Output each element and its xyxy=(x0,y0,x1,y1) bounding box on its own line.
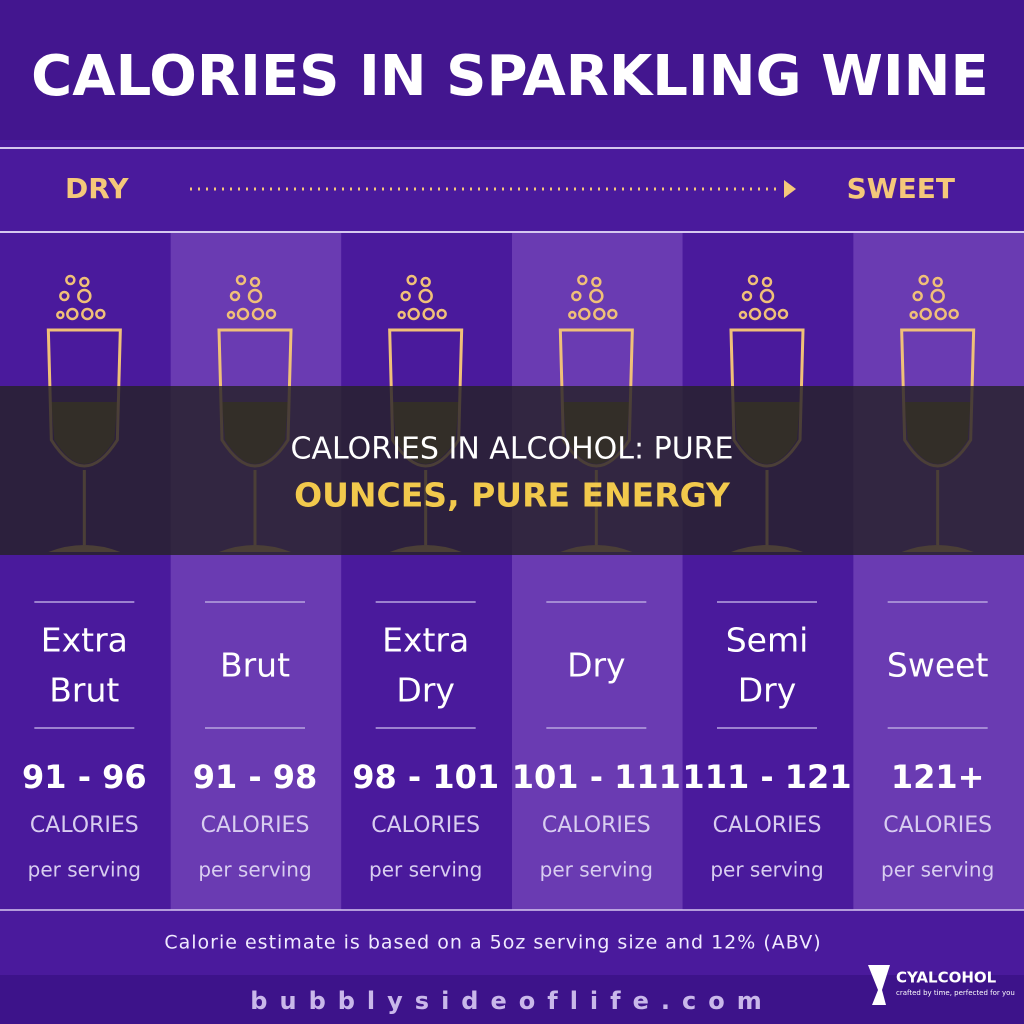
calorie-range: 101 - 111 xyxy=(512,758,681,796)
column xyxy=(682,233,854,910)
calorie-range: 121+ xyxy=(891,758,985,796)
calorie-range: 91 - 98 xyxy=(193,758,318,796)
wine-name: Extra xyxy=(382,621,469,660)
per-serving: per serving xyxy=(369,858,482,882)
bubble xyxy=(79,276,90,288)
bubble xyxy=(738,310,748,320)
bubble xyxy=(400,290,411,302)
footnote-band xyxy=(0,910,1024,975)
bubble xyxy=(265,308,277,320)
bubble xyxy=(777,308,789,320)
bubble xyxy=(759,288,775,304)
bubble xyxy=(406,274,417,286)
bubble xyxy=(235,274,247,286)
column xyxy=(0,233,171,910)
bubble xyxy=(912,290,923,302)
bubble xyxy=(422,307,435,321)
calorie-range: 111 - 121 xyxy=(682,758,851,796)
bubble xyxy=(593,307,606,321)
bubble xyxy=(95,308,106,320)
bubble xyxy=(591,276,602,288)
calorie-unit: CALORIES xyxy=(371,813,480,838)
bubble xyxy=(578,307,591,321)
footnote: Calorie estimate is based on a 5oz servi… xyxy=(164,932,821,954)
bubble xyxy=(763,307,777,321)
logo-icon xyxy=(868,965,890,1005)
calorie-range: 91 - 96 xyxy=(22,758,147,796)
wine-name: Extra xyxy=(41,621,128,660)
wine-name: Brut xyxy=(220,646,290,685)
bubble xyxy=(589,288,604,304)
scale-start: DRY xyxy=(65,172,129,205)
bubble xyxy=(66,307,79,321)
calorie-unit: CALORIES xyxy=(713,813,822,838)
bubble xyxy=(571,290,582,302)
column xyxy=(853,233,1024,910)
overlay-line2: OUNCES, PURE ENERGY xyxy=(294,476,731,515)
bubble xyxy=(77,288,92,304)
column xyxy=(512,233,683,910)
bubble xyxy=(932,276,943,288)
per-serving: per serving xyxy=(710,858,823,882)
per-serving: per serving xyxy=(198,858,311,882)
logo-name: CYALCOHOL xyxy=(896,969,997,987)
bubble xyxy=(577,274,588,286)
scale-end: SWEET xyxy=(847,172,955,205)
per-serving: per serving xyxy=(28,858,141,882)
bubble xyxy=(247,288,263,304)
bubble xyxy=(56,310,65,320)
title-band xyxy=(0,0,1024,140)
wine-name: Brut xyxy=(49,671,119,710)
per-serving: per serving xyxy=(540,858,653,882)
column xyxy=(341,233,512,910)
logo-tagline: crafted by time, perfected for you xyxy=(896,989,1015,997)
bubble xyxy=(607,308,618,320)
bubble xyxy=(948,308,959,320)
overlay-band xyxy=(0,386,1024,555)
bubble xyxy=(59,290,70,302)
wine-name: Sweet xyxy=(887,646,989,685)
bubble xyxy=(747,274,759,286)
column xyxy=(170,233,342,910)
calorie-range: 98 - 101 xyxy=(352,758,499,796)
bubble xyxy=(249,276,261,288)
calorie-unit: CALORIES xyxy=(542,813,651,838)
bubble xyxy=(418,288,433,304)
bubble xyxy=(397,310,406,320)
website: bubblysideoflife.com xyxy=(250,987,773,1015)
columns: Extra Brut 91 - 96 CALORIES per serving Brut 9… xyxy=(0,233,1024,910)
per-serving: per serving xyxy=(881,858,994,882)
bubble xyxy=(251,307,265,321)
bubble xyxy=(226,310,236,320)
wine-name: Dry xyxy=(567,646,626,685)
wine-name: Dry xyxy=(396,671,455,710)
bubble xyxy=(748,307,762,321)
bubble xyxy=(229,290,241,302)
arrow-head xyxy=(784,180,796,198)
bubble xyxy=(81,307,94,321)
bubble xyxy=(65,274,76,286)
bubble xyxy=(761,276,773,288)
bubble xyxy=(909,310,918,320)
overlay-line1: CALORIES IN ALCOHOL: PURE xyxy=(291,432,734,467)
bubble xyxy=(934,307,947,321)
bubble xyxy=(436,308,447,320)
bubble xyxy=(919,307,932,321)
footer-band xyxy=(0,975,1024,1024)
bubble xyxy=(236,307,250,321)
wine-name: Dry xyxy=(738,671,797,710)
title: CALORIES IN SPARKLING WINE xyxy=(31,44,989,109)
bubble xyxy=(407,307,420,321)
bubble xyxy=(420,276,431,288)
bubble xyxy=(741,290,753,302)
bubble xyxy=(568,310,577,320)
wine-name: Semi xyxy=(726,621,809,660)
bubble xyxy=(918,274,929,286)
calorie-unit: CALORIES xyxy=(883,813,992,838)
calorie-unit: CALORIES xyxy=(30,813,139,838)
calorie-unit: CALORIES xyxy=(201,813,310,838)
bubble xyxy=(930,288,945,304)
